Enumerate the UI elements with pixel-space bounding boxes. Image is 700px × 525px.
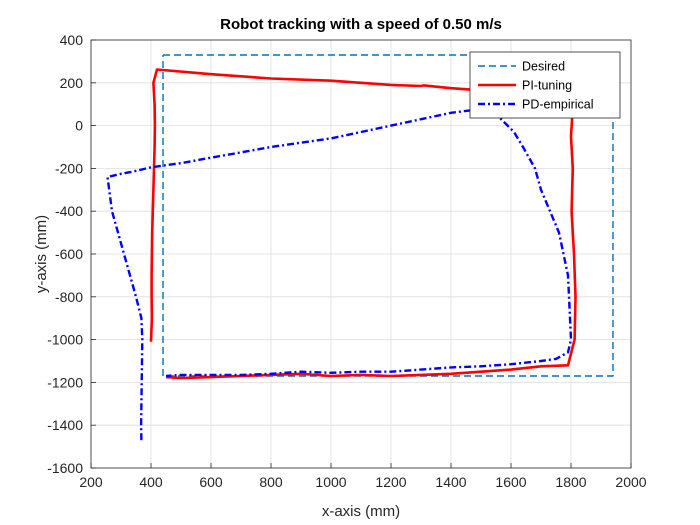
x-tick-label: 200 bbox=[79, 474, 103, 490]
x-tick-label: 2000 bbox=[615, 474, 646, 490]
y-tick-label: -1600 bbox=[47, 460, 83, 476]
series-line-desired bbox=[162, 54, 614, 377]
x-tick-label: 1400 bbox=[435, 474, 466, 490]
y-tick-label: 200 bbox=[60, 75, 84, 91]
y-tick-label: -1000 bbox=[47, 332, 83, 348]
x-tick-label: 1800 bbox=[555, 474, 586, 490]
axis-ticks: 200 400 600 800 1000 1200 1400 1600 1800 20004002… bbox=[47, 32, 647, 490]
y-tick-label: 400 bbox=[60, 32, 84, 48]
x-tick-label: 1200 bbox=[375, 474, 406, 490]
legend-label: PI-tuning bbox=[522, 79, 572, 93]
x-tick-label: 1000 bbox=[315, 474, 346, 490]
legend-label: Desired bbox=[522, 60, 565, 74]
legend-label: PD-empirical bbox=[522, 98, 594, 112]
y-tick-label: -200 bbox=[55, 160, 83, 176]
x-tick-label: 800 bbox=[259, 474, 283, 490]
series-line-pd-empirical bbox=[106, 107, 573, 441]
y-tick-label: -800 bbox=[55, 289, 83, 305]
x-tick-label: 400 bbox=[139, 474, 163, 490]
y-tick-label: -400 bbox=[55, 203, 83, 219]
x-axis-label: x-axis (mm) bbox=[322, 503, 400, 520]
x-tick-label: 1600 bbox=[495, 474, 526, 490]
y-tick-label: -1400 bbox=[47, 417, 83, 433]
y-axis-label: y-axis (mm) bbox=[33, 215, 50, 293]
legend: Desired PI-tuning PD-empirical bbox=[469, 51, 621, 119]
x-tick-label: 600 bbox=[199, 474, 223, 490]
y-tick-label: 0 bbox=[75, 118, 83, 134]
y-tick-label: -1200 bbox=[47, 374, 83, 390]
y-tick-label: -600 bbox=[55, 246, 83, 262]
chart-title: Robot tracking with a speed of 0.50 m/s bbox=[220, 16, 502, 33]
